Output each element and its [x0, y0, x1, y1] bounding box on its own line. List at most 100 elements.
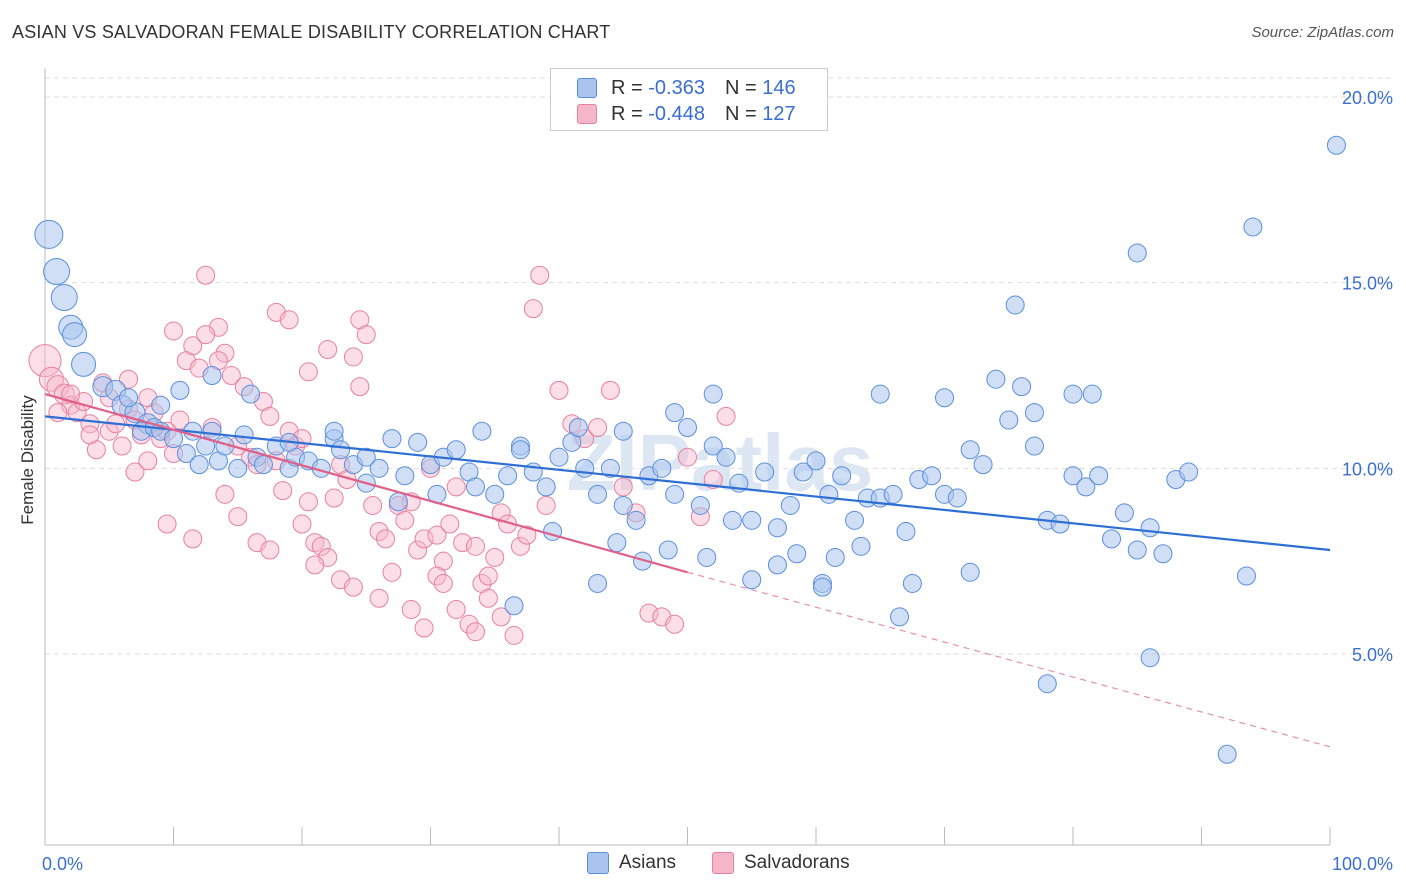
salvadorans-point: [260, 406, 280, 426]
asians-point: [228, 458, 248, 478]
salvadorans-point: [440, 514, 460, 534]
chart-title: ASIAN VS SALVADORAN FEMALE DISABILITY CO…: [12, 22, 611, 42]
salvadorans-point: [183, 529, 203, 549]
salvadorans-point: [343, 577, 363, 597]
asians-point: [1127, 243, 1147, 263]
asians-point: [1114, 503, 1134, 523]
asians-point: [388, 492, 408, 512]
asians-point: [119, 388, 139, 408]
asians-point: [536, 477, 556, 497]
asians-point: [845, 510, 865, 530]
asians-point: [755, 462, 775, 482]
asians-point: [62, 322, 88, 348]
salvadorans-point: [465, 622, 485, 642]
asians-point: [588, 573, 608, 593]
salvadorans-point: [369, 521, 389, 541]
salvadorans-point: [343, 347, 363, 367]
salvadorans-point: [119, 369, 139, 389]
asians-point: [716, 447, 736, 467]
y-tick-label: 5.0%: [1352, 645, 1393, 665]
asians-point: [575, 458, 595, 478]
asians-point: [395, 466, 415, 486]
y-tick-label: 20.0%: [1342, 88, 1393, 108]
asians-point: [1243, 217, 1263, 237]
salvadorans-point: [80, 414, 100, 434]
asians-point: [408, 432, 428, 452]
asians-point: [1236, 566, 1256, 586]
salvadorans-point: [369, 588, 389, 608]
salvadorans-point: [356, 325, 376, 345]
asians-r-label: R =: [611, 76, 643, 99]
asians-point: [465, 477, 485, 497]
salvadorans-point: [292, 514, 312, 534]
asians-point: [1005, 295, 1025, 315]
asians-series: [34, 135, 1346, 764]
salvadorans-point: [215, 484, 235, 504]
salvadorans-point: [665, 614, 685, 634]
asians-point: [703, 384, 723, 404]
salvadorans-point: [61, 384, 81, 404]
asians-point: [202, 366, 222, 385]
asians-point: [652, 458, 672, 478]
salvadorans-point: [38, 366, 64, 392]
asians-point: [446, 440, 466, 460]
asians-point: [1082, 384, 1102, 404]
asians-point: [1076, 477, 1096, 497]
asians-point: [960, 562, 980, 582]
salvadorans-point: [318, 340, 338, 360]
asians-point: [947, 488, 967, 508]
legend-row-salvadorans: R = -0.448 N = 127: [577, 103, 796, 125]
asians-point: [883, 484, 903, 504]
salvadorans-point: [504, 625, 524, 645]
asians-point: [151, 395, 171, 415]
salvadorans-legend-label: Salvadorans: [744, 852, 850, 873]
y-tick-label: 10.0%: [1342, 459, 1393, 479]
salvadorans-point: [298, 492, 318, 512]
salvadorans-point: [478, 566, 498, 586]
asians-point: [34, 219, 64, 249]
asians-point: [742, 510, 762, 530]
asians-point: [202, 421, 222, 441]
salvadorans-point: [446, 599, 466, 619]
asians-point: [1089, 466, 1109, 486]
asians-point: [1063, 384, 1083, 404]
asians-point: [1012, 377, 1032, 397]
asians-point: [767, 555, 787, 575]
salvadorans-point: [311, 536, 331, 556]
salvadorans-point: [401, 599, 421, 619]
salvadorans-point: [523, 299, 543, 319]
salvadorans-point: [305, 555, 325, 575]
salvadorans-point: [125, 462, 145, 482]
salvadorans-point: [427, 525, 447, 545]
legend-box: R = -0.363 N = 146 R = -0.448 N = 127: [550, 68, 828, 131]
x-tick-label: 100.0%: [1332, 854, 1393, 874]
salvadorans-point: [491, 607, 511, 627]
asians-point: [356, 447, 376, 467]
asians-point: [613, 495, 633, 515]
asians-point: [703, 436, 723, 456]
asians-point: [1037, 674, 1057, 694]
salvadorans-n-label: N =: [724, 102, 757, 125]
asians-point: [189, 455, 209, 475]
asians-point: [870, 384, 890, 404]
asians-point: [1102, 529, 1122, 549]
asians-point: [832, 466, 852, 486]
asians-point: [935, 388, 954, 408]
asians-point: [568, 417, 588, 437]
salvadorans-point: [395, 510, 415, 530]
asians-point: [1127, 540, 1147, 560]
salvadorans-point: [279, 310, 299, 330]
salvadorans-point: [453, 533, 473, 553]
asians-legend-swatch: [587, 852, 609, 874]
salvadorans-point: [183, 336, 203, 356]
asians-trend-line: [44, 415, 1331, 552]
asians-point: [331, 440, 351, 460]
asians-point: [665, 484, 685, 504]
gridlines: [45, 77, 1395, 655]
salvadorans-point: [427, 566, 447, 586]
asians-point: [787, 544, 807, 564]
axes: [44, 68, 1331, 846]
salvadorans-point: [613, 477, 633, 497]
salvadorans-r-value: -0.448: [648, 102, 705, 125]
asians-point: [1179, 462, 1199, 482]
